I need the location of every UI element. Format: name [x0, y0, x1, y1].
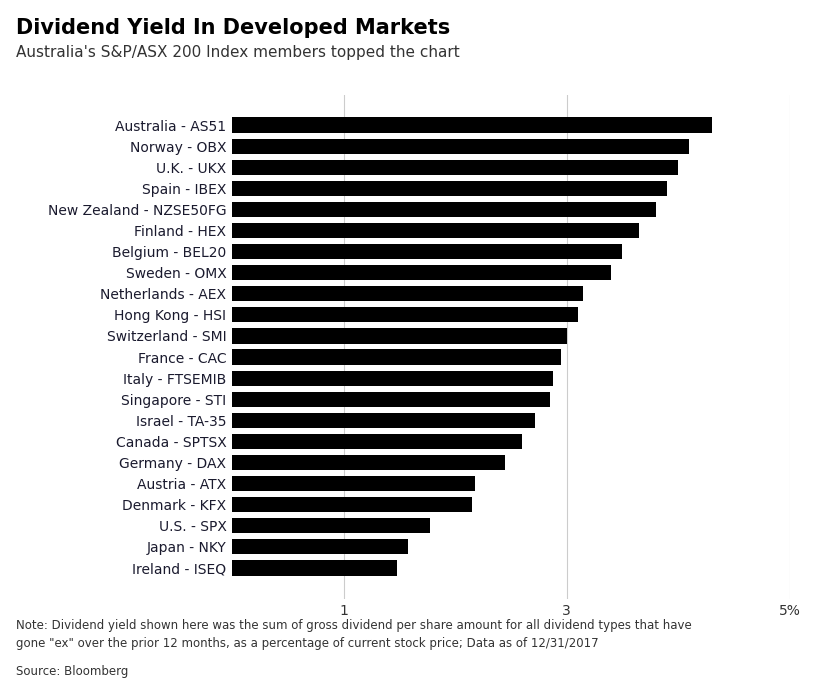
Bar	[232, 497, 472, 512]
Text: Australia's S&P/ASX 200 Index members topped the chart: Australia's S&P/ASX 200 Index members to…	[16, 46, 460, 60]
Text: Note: Dividend yield shown here was the sum of gross dividend per share amount f: Note: Dividend yield shown here was the …	[16, 620, 692, 650]
Bar	[232, 265, 611, 280]
Text: Dividend Yield In Developed Markets: Dividend Yield In Developed Markets	[16, 18, 450, 38]
Bar	[232, 139, 689, 154]
Bar	[232, 286, 584, 302]
Bar	[232, 328, 567, 344]
Bar	[232, 455, 505, 470]
Bar	[232, 539, 408, 554]
Bar	[232, 561, 397, 575]
Bar	[232, 307, 578, 323]
Bar	[232, 223, 639, 238]
Bar	[232, 244, 622, 259]
Bar	[232, 181, 667, 196]
Bar	[232, 160, 678, 175]
Bar	[232, 349, 561, 365]
Bar	[232, 434, 522, 449]
Bar	[232, 518, 431, 533]
Bar	[232, 391, 549, 407]
Bar	[232, 118, 711, 132]
Bar	[232, 476, 475, 491]
Bar	[232, 202, 656, 217]
Bar	[232, 370, 554, 386]
Text: Source: Bloomberg: Source: Bloomberg	[16, 665, 129, 678]
Bar	[232, 413, 536, 428]
